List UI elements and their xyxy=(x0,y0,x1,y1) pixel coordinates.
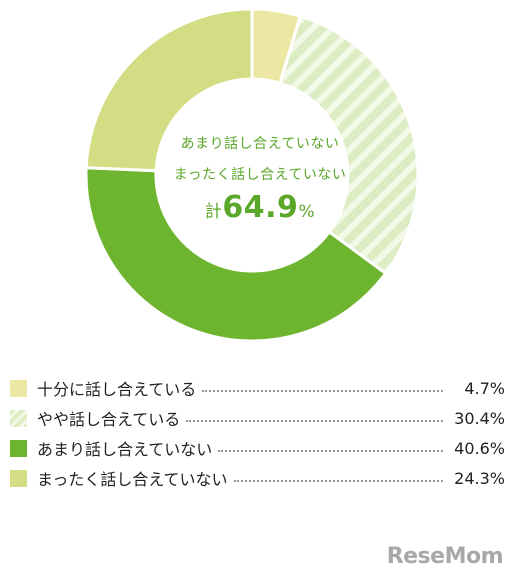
leader-dots xyxy=(202,390,443,392)
legend-value: 24.3% xyxy=(454,468,505,488)
leader-dots xyxy=(233,480,443,482)
legend-item: まったく話し合えていない 24.3% xyxy=(10,463,505,493)
legend-value: 40.6% xyxy=(454,438,505,458)
legend-label: あまり話し合えていない xyxy=(37,440,213,459)
leader-dots xyxy=(186,420,443,422)
legend-value: 4.7% xyxy=(464,378,505,398)
center-total-prefix: 計 xyxy=(204,202,223,222)
center-total-suffix: % xyxy=(298,202,316,222)
legend-item: あまり話し合えていない 40.6% xyxy=(10,433,505,463)
legend-label: まったく話し合えていない xyxy=(37,470,228,489)
resemom-logo: ReseMom xyxy=(386,544,504,569)
center-label-line2: まったく話し合えていない xyxy=(173,167,347,183)
donut-chart xyxy=(84,7,420,343)
legend-swatch-2 xyxy=(10,439,27,457)
legend-label: 十分に話し合えている xyxy=(37,380,197,399)
legend-label: やや話し合えている xyxy=(37,410,181,429)
legend-item: やや話し合えている 30.4% xyxy=(10,403,505,433)
legend-item: 十分に話し合えている 4.7% xyxy=(10,373,505,403)
center-total: 計64.9% xyxy=(150,190,370,225)
legend-swatch-3 xyxy=(10,469,27,487)
donut-slice-2 xyxy=(84,166,388,343)
legend: 十分に話し合えている 4.7% やや話し合えている 30.4% あまり話し合えて… xyxy=(10,373,505,493)
center-total-value: 64.9 xyxy=(222,190,299,225)
leader-dots xyxy=(218,450,443,452)
donut-slice-3 xyxy=(84,7,254,173)
legend-value: 30.4% xyxy=(454,408,505,428)
legend-swatch-1 xyxy=(10,409,27,427)
center-label-line1: あまり話し合えていない xyxy=(180,136,340,152)
legend-swatch-0 xyxy=(10,379,27,397)
donut-slice-1 xyxy=(278,14,420,276)
